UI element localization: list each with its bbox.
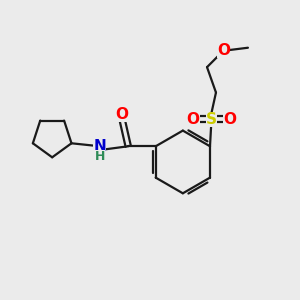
Text: O: O <box>224 112 236 127</box>
Text: O: O <box>116 107 129 122</box>
Text: S: S <box>206 112 217 127</box>
Text: H: H <box>95 150 105 163</box>
Text: O: O <box>217 43 230 58</box>
Text: O: O <box>187 112 200 127</box>
Text: N: N <box>94 139 106 154</box>
